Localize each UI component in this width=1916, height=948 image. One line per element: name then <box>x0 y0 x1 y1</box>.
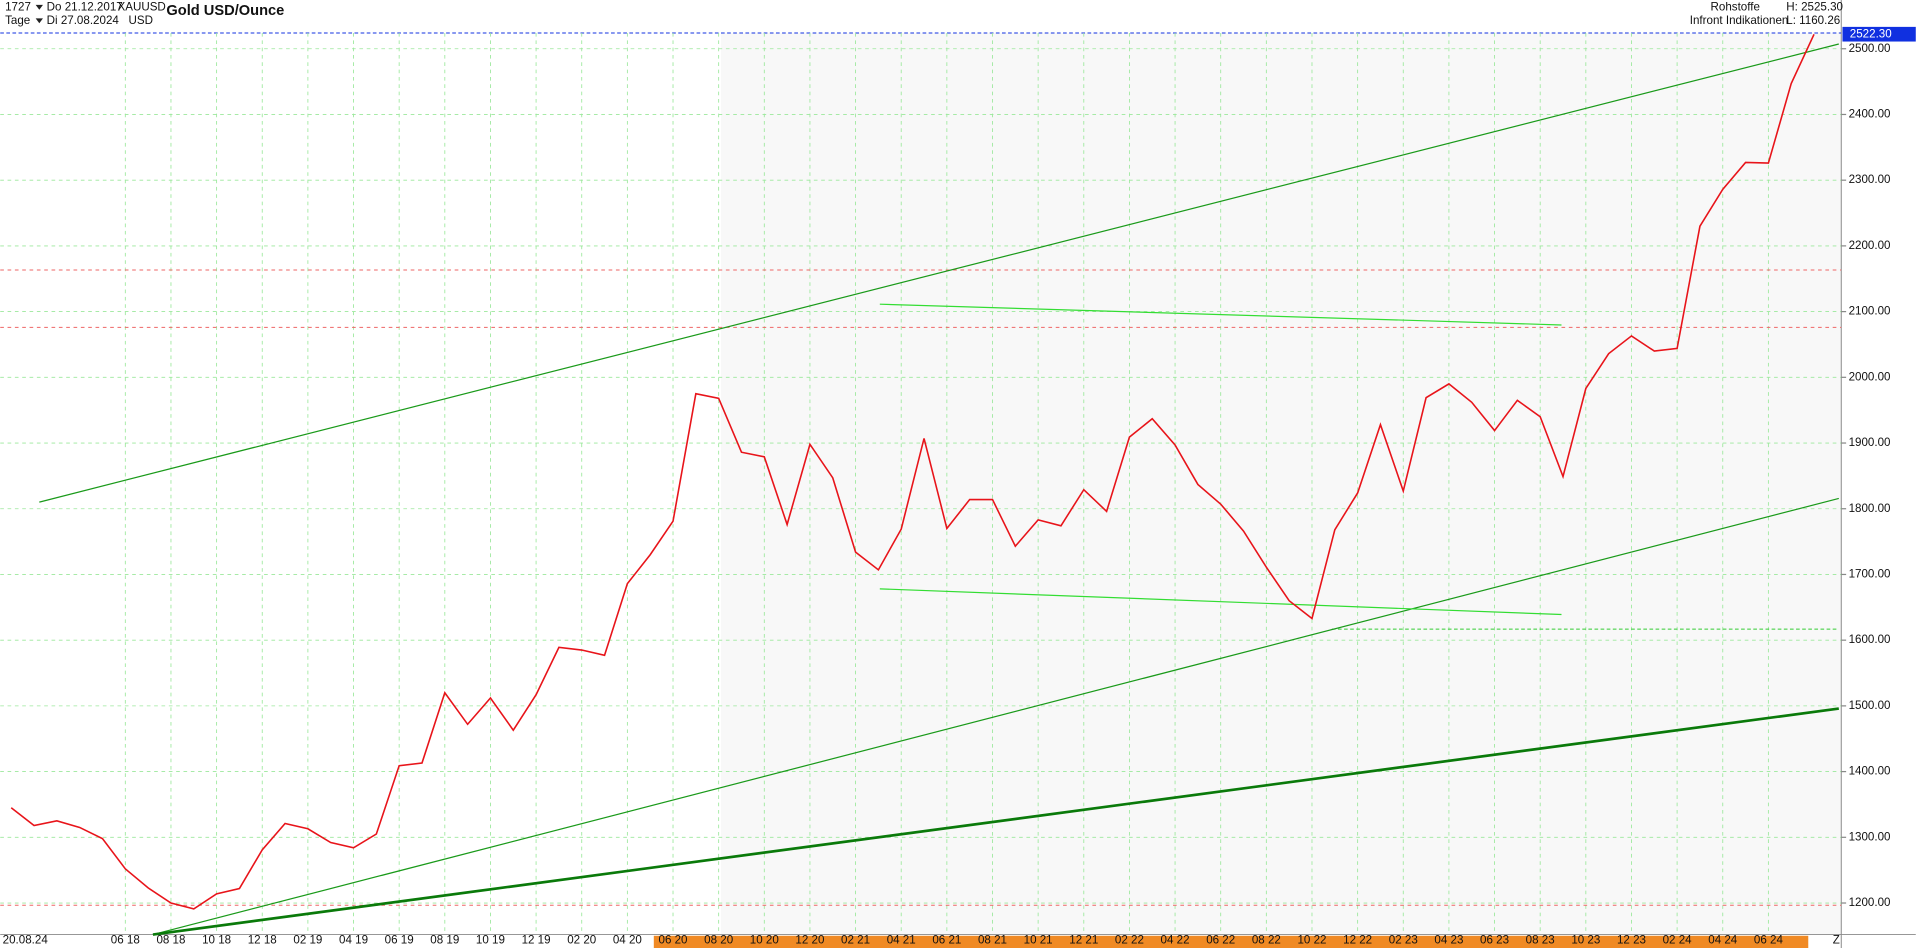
y-tick-label: 2400.00 <box>1849 108 1891 121</box>
x-tick-label: 02 21 <box>841 934 870 947</box>
x-tick-label: 10 23 <box>1571 934 1600 947</box>
x-tick-label: 10 22 <box>1297 934 1326 947</box>
labels: 1200.00 1300.00 1400.00 1500.00 1600.00 1700.… <box>111 42 1891 947</box>
x-tick-label: 08 23 <box>1526 934 1555 947</box>
x-tick-label: 06 19 <box>385 934 414 947</box>
x-tick-label: 04 20 <box>613 934 642 947</box>
x-tick-label: 08 19 <box>430 934 459 947</box>
x-tick-label: 04 23 <box>1434 934 1463 947</box>
marks <box>10 33 1815 910</box>
x-tick-label: 08 22 <box>1252 934 1281 947</box>
end-date: Di 27.08.2024 <box>47 14 120 27</box>
y-tick-label: 1300.00 <box>1849 830 1891 843</box>
dropdown-icon <box>35 18 43 24</box>
price-line <box>10 33 1815 910</box>
trend-line <box>879 303 1562 326</box>
y-tick-label: 1200.00 <box>1849 896 1891 909</box>
y-tick-label: 1400.00 <box>1849 765 1891 778</box>
high: H: 2525.30 <box>1786 0 1843 13</box>
x-tick-label: 06 20 <box>659 934 688 947</box>
x-tick-label: 10 20 <box>750 934 779 947</box>
x-tick-label: 08 20 <box>704 934 733 947</box>
last-price-box <box>1842 26 1916 42</box>
x-tick-label: 04 24 <box>1708 934 1738 947</box>
x-tick-label: 06 21 <box>932 934 961 947</box>
y-tick-label: 2100.00 <box>1849 305 1891 318</box>
x-tick-label: 02 22 <box>1115 934 1144 947</box>
shaded-region <box>721 32 1842 935</box>
x-tick-label: 04 21 <box>887 934 916 947</box>
bar-count: 1727 <box>5 0 31 13</box>
x-tick-label: 02 23 <box>1389 934 1418 947</box>
x-tick-label: 12 22 <box>1343 934 1372 947</box>
last-price: 2522.30 <box>1850 27 1892 40</box>
y-tick-label: 2300.00 <box>1849 173 1891 186</box>
corner-label: Z <box>1833 934 1840 947</box>
y-tick-label: 1900.00 <box>1849 436 1891 449</box>
x-tick-label: 10 18 <box>202 934 231 947</box>
source: Infront Indikationen <box>1690 14 1789 27</box>
y-tick-label: 1700.00 <box>1849 568 1891 581</box>
x-tick-label: 02 24 <box>1663 934 1693 947</box>
symbol: XAUUSD <box>118 0 166 13</box>
x-tick-label: 12 19 <box>522 934 551 947</box>
x-tick-label: 12 20 <box>795 934 824 947</box>
trend-line <box>879 588 1562 616</box>
time-strip <box>653 935 1809 948</box>
x-tick-label: 06 18 <box>111 934 140 947</box>
x-tick-label: 12 23 <box>1617 934 1646 947</box>
x-tick-label: 08 18 <box>156 934 185 947</box>
low: L: 1160.26 <box>1786 14 1840 27</box>
trend-line <box>152 497 1839 936</box>
x-tick-label: 02 20 <box>567 934 596 947</box>
category: Rohstoffe <box>1711 0 1760 13</box>
dropdown-icon <box>35 4 43 10</box>
x-tick-label: 02 19 <box>293 934 322 947</box>
x-tick-label: 12 18 <box>248 934 277 947</box>
x-tick-label: 10 19 <box>476 934 505 947</box>
trend-line <box>152 707 1839 936</box>
x-tick-label: 06 22 <box>1206 934 1235 947</box>
y-tick-label: 1600.00 <box>1849 633 1891 646</box>
currency: USD <box>128 14 152 27</box>
trend-line <box>39 43 1839 503</box>
period: Tage <box>5 14 30 27</box>
y-tick-label: 1800.00 <box>1849 502 1891 515</box>
y-tick-label: 2000.00 <box>1849 370 1891 383</box>
x-tick-label: 06 24 <box>1754 934 1784 947</box>
x-tick-label: 12 21 <box>1069 934 1098 947</box>
x-tick-label: 10 21 <box>1024 934 1053 947</box>
x-tick-label: 04 22 <box>1161 934 1190 947</box>
chart-title: Gold USD/Ounce <box>166 3 284 19</box>
x-tick-label: 04 19 <box>339 934 368 947</box>
y-tick-label: 1500.00 <box>1849 699 1891 712</box>
y-tick-label: 2200.00 <box>1849 239 1891 252</box>
y-tick-label: 2500.00 <box>1849 42 1891 55</box>
x-tick-label: 06 23 <box>1480 934 1509 947</box>
start-date: Do 21.12.2017 <box>47 0 123 13</box>
date-stamp: 20.08.24 <box>3 934 49 947</box>
x-tick-label: 08 21 <box>978 934 1007 947</box>
